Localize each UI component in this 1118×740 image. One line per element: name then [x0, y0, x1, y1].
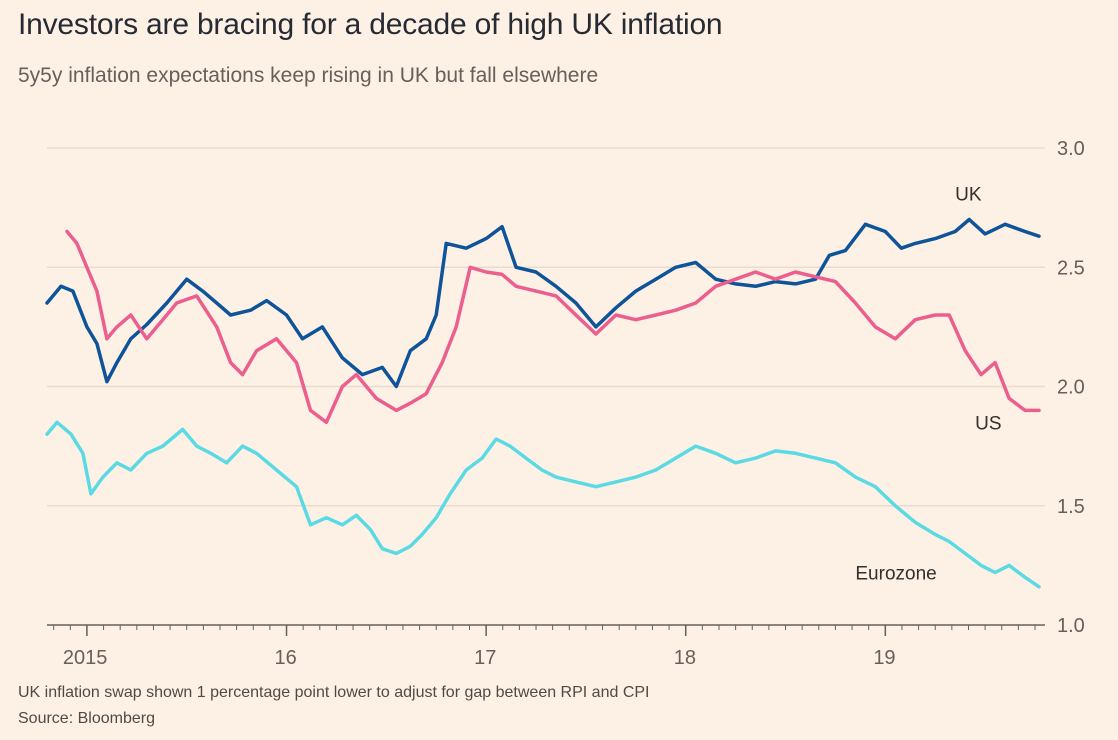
x-tick-label: 2015: [63, 647, 108, 669]
series-line-us: [65, 229, 1041, 425]
series-label-us: US: [975, 413, 1001, 434]
x-axis: 2015 16 17 18 19: [47, 624, 1045, 669]
y-tick-label: 1.0: [1057, 615, 1085, 637]
series-label-uk: UK: [955, 184, 982, 205]
chart-subtitle: 5y5y inflation expectations keep rising …: [18, 64, 599, 87]
x-tick-label: 19: [873, 647, 895, 669]
series-labels: UK US Eurozone: [855, 184, 1001, 584]
series-line-eurozone: [45, 420, 1041, 589]
y-tick-label: 2.0: [1057, 377, 1085, 399]
chart-footnote: UK inflation swap shown 1 percentage poi…: [18, 684, 650, 701]
chart-source: Source: Bloomberg: [18, 710, 155, 727]
gridlines: [47, 147, 1045, 507]
series-label-eurozone: Eurozone: [855, 564, 936, 585]
x-tick-label: 18: [674, 647, 696, 669]
y-tick-label: 3.0: [1057, 138, 1085, 160]
y-tick-label: 1.5: [1057, 496, 1085, 518]
y-axis: 1.0 1.5 2.0 2.5 3.0: [1057, 138, 1085, 637]
x-tick-label: 17: [474, 647, 496, 669]
series-line-uk: [45, 217, 1041, 389]
y-tick-label: 2.5: [1057, 257, 1085, 279]
series-lines: [45, 217, 1041, 589]
chart-title: Investors are bracing for a decade of hi…: [18, 8, 723, 41]
x-tick-label: 16: [275, 647, 297, 669]
